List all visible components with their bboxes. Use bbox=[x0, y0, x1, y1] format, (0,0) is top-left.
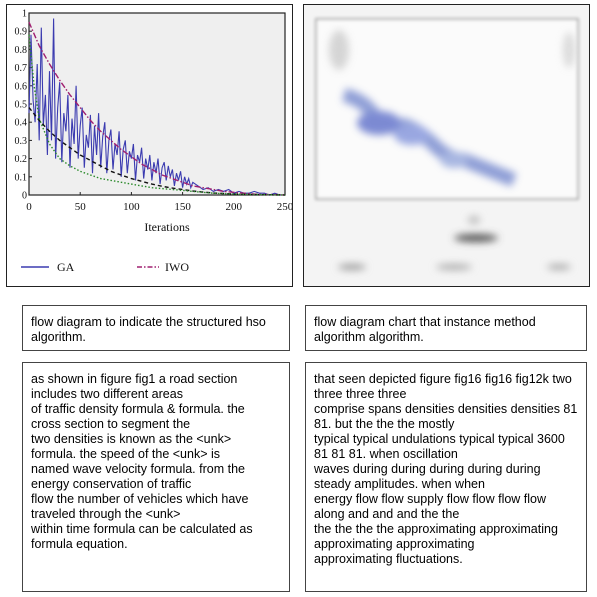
y-tick-label: 1 bbox=[22, 9, 27, 20]
body-left-line: includes two different areas bbox=[31, 387, 183, 401]
series-line-iwo bbox=[28, 21, 286, 196]
y-tick-label: 0.5 bbox=[15, 100, 28, 111]
series-line-ga bbox=[28, 18, 285, 196]
body-right-line: 81. but the the the mostly bbox=[314, 417, 455, 431]
body-text-right: that seen depicted figure fig16 fig16 fi… bbox=[305, 362, 587, 592]
caption-right: flow diagram chart that instance method … bbox=[305, 305, 587, 351]
series-line-unnamed-2 bbox=[28, 107, 286, 196]
body-left-line: as shown in figure fig1 a road section bbox=[31, 372, 238, 386]
x-tick-label: 100 bbox=[123, 201, 140, 213]
legend-label-ga: GA bbox=[57, 260, 75, 274]
body-right-line: typical typical undulations typical typi… bbox=[314, 432, 565, 446]
y-tick-label: 0.7 bbox=[15, 63, 28, 74]
y-tick-label: 0.1 bbox=[15, 172, 28, 183]
series-line-unnamed-3 bbox=[28, 34, 286, 196]
body-left-line: cross section to segment the bbox=[31, 417, 191, 431]
body-left-line: of traffic density formula & formula. th… bbox=[31, 402, 245, 416]
x-tick-label: 0 bbox=[26, 201, 32, 213]
x-tick-label: 250 bbox=[277, 201, 292, 213]
body-left-line: named wave velocity formula. from the bbox=[31, 462, 245, 476]
y-tick-label: 0.2 bbox=[15, 154, 28, 165]
x-tick-label: 50 bbox=[75, 201, 87, 213]
body-right-line: that seen depicted figure fig16 fig16 fi… bbox=[314, 372, 572, 386]
body-right-line: energy flow flow supply flow flow flow f… bbox=[314, 492, 547, 506]
body-right-line: steady amplitudes. when when bbox=[314, 477, 485, 491]
y-tick-label: 0.9 bbox=[15, 27, 28, 38]
body-left-line: traveled through the <unk> bbox=[31, 507, 181, 521]
legend-label-iwo: IWO bbox=[165, 260, 189, 274]
y-tick-label: 0.4 bbox=[15, 118, 28, 129]
body-text-left: as shown in figure fig1 a road section i… bbox=[22, 362, 290, 592]
body-left-line: flow the number of vehicles which have bbox=[31, 492, 249, 506]
body-right-line: approximating fluctuations. bbox=[314, 552, 463, 566]
body-right-line: along and and and the the bbox=[314, 507, 460, 521]
y-tick-label: 0 bbox=[22, 191, 27, 202]
body-right-line: the the the the approximating approximat… bbox=[314, 522, 558, 536]
y-tick-label: 0.8 bbox=[15, 45, 28, 56]
caption-left: flow diagram to indicate the structured … bbox=[22, 305, 290, 351]
body-left-line: formula. the speed of the <unk> is bbox=[31, 447, 221, 461]
caption-right-text: flow diagram chart that instance method … bbox=[314, 315, 536, 344]
body-right-line: comprise spans densities densities densi… bbox=[314, 402, 578, 416]
body-right-line: three three three bbox=[314, 387, 407, 401]
x-tick-label: 150 bbox=[174, 201, 191, 213]
body-right-line: approximating approximating bbox=[314, 537, 475, 551]
scanned-figure-panel bbox=[303, 4, 590, 287]
scanned-figure-image bbox=[304, 5, 589, 286]
y-tick-label: 0.6 bbox=[15, 81, 28, 92]
body-left-line: formula equation. bbox=[31, 537, 128, 551]
convergence-chart: 0 0.1 0.2 0.3 0.4 0.5 0.6 0.7 0.8 0.9 1 0 50 100 150 20… bbox=[15, 9, 293, 275]
x-tick-label: 200 bbox=[226, 201, 243, 213]
body-right-line: 81 81 81. when oscillation bbox=[314, 447, 458, 461]
body-left-line: energy conservation of traffic bbox=[31, 477, 192, 491]
x-axis-label: Iterations bbox=[144, 220, 190, 234]
body-left-line: two densities is known as the <unk> bbox=[31, 432, 232, 446]
body-left-line: within time formula can be calculated as bbox=[31, 522, 253, 536]
convergence-chart-panel: 0 0.1 0.2 0.3 0.4 0.5 0.6 0.7 0.8 0.9 1 0 50 100 150 20… bbox=[6, 4, 293, 287]
y-tick-label: 0.3 bbox=[15, 136, 28, 147]
body-right-line: waves during during during during during bbox=[314, 462, 541, 476]
caption-left-text: flow diagram to indicate the structured … bbox=[31, 315, 266, 344]
